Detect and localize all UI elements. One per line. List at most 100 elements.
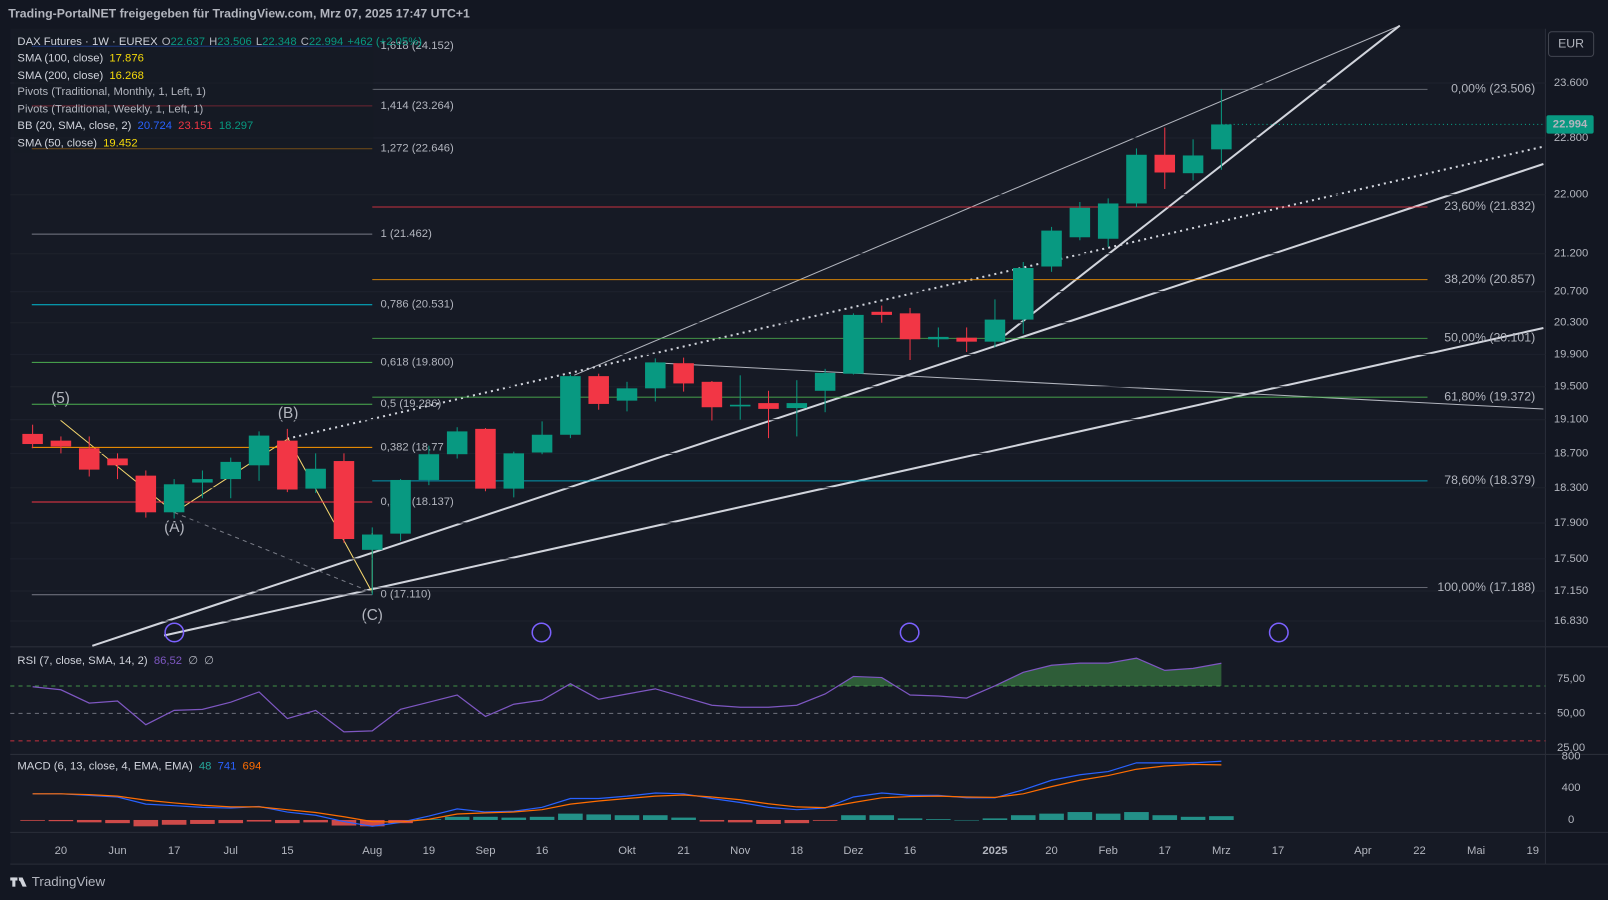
indicator-value: 19.452 [103, 137, 137, 149]
y-tick-label: 20.700 [1554, 286, 1588, 298]
candle-body [248, 435, 270, 466]
x-tick-label: 15 [281, 845, 294, 857]
histogram-bar [529, 816, 555, 820]
histogram-bar [812, 819, 838, 821]
legend-row: BB (20, SMA, close, 2) 20.724 23.151 18.297 [17, 120, 253, 132]
x-tick-label: Mrz [1212, 845, 1231, 857]
x-tick-label: 19 [423, 845, 436, 857]
x-tick-label: Okt [618, 845, 636, 857]
candle-body [899, 313, 921, 340]
histogram-bar [1124, 812, 1149, 820]
histogram-bar [699, 819, 725, 822]
histogram-bar [841, 815, 866, 820]
y-tick-label: 22.000 [1554, 189, 1588, 201]
fib-label: 61,80% (19.372) [1444, 389, 1535, 403]
candle-body [1041, 230, 1062, 267]
macd-line [32, 763, 1222, 823]
indicator-value: 694 [243, 761, 262, 773]
legend-row: SMA (100, close) 17.876 [17, 52, 143, 64]
y-tick-label: 16.830 [1554, 615, 1588, 627]
event-icon[interactable] [164, 622, 185, 643]
event-icon[interactable] [531, 622, 552, 643]
histogram-bar [897, 818, 923, 820]
fib-label: 0,236 (18.137) [380, 496, 454, 508]
x-tick-label: Jul [224, 845, 238, 857]
currency-button[interactable] [1548, 31, 1595, 57]
ohlc-value: 22.994 [309, 36, 343, 48]
legend-row: MACD (6, 13, close, 4, EMA, EMA) 48 741 694 [17, 761, 261, 773]
candle-body [814, 372, 836, 391]
histogram-bar [1152, 815, 1178, 820]
candle-body [446, 431, 468, 455]
candle-body [1211, 124, 1232, 150]
event-icon[interactable] [899, 622, 920, 643]
ohlc-key: H [209, 36, 217, 48]
x-tick-label: Feb [1098, 845, 1117, 857]
fib-label: 78,60% (18.379) [1444, 473, 1535, 487]
currency[interactable]: EUR [1558, 36, 1584, 50]
y-tick-label: 17.500 [1554, 553, 1588, 565]
y-tick-label: 17.900 [1554, 517, 1588, 529]
fib-label: 1,414 (23.264) [380, 100, 454, 112]
indicator-value: 20.724 [138, 120, 172, 132]
candle-body [729, 404, 751, 407]
x-tick-label: Mai [1467, 845, 1485, 857]
candle-body [78, 448, 100, 470]
fib-label: 23,60% (21.832) [1444, 199, 1535, 213]
histogram-bar [303, 819, 328, 823]
histogram-bar [359, 819, 385, 827]
x-tick-label: Sep [475, 845, 495, 857]
histogram-bar [246, 819, 272, 822]
ohlc-value: 22.637 [171, 36, 205, 48]
histogram-bar [784, 819, 810, 824]
histogram-bar [161, 819, 187, 825]
x-tick-label: 20 [55, 845, 68, 857]
histogram-bar [275, 819, 300, 824]
candle-body [22, 433, 43, 445]
y-tick-label: 19.900 [1554, 348, 1588, 360]
fib-label: 50,00% (20.101) [1444, 331, 1535, 345]
legend: DAX Futures · 1W · EUREX O22.637 H23.506 L2… [14, 32, 422, 773]
x-tick-label: Dez [843, 845, 863, 857]
y-tick-label: 18.300 [1554, 482, 1588, 494]
legend-row: RSI (7, close, SMA, 14, 2) 86,52 ∅ ∅ [17, 655, 214, 667]
fib-label: 0,382 (18.77 [380, 441, 443, 453]
candle-body [1154, 154, 1176, 173]
histogram-bar [586, 814, 611, 820]
candle-body [616, 388, 638, 401]
histogram-bar [190, 819, 215, 824]
histogram-bar [869, 815, 895, 820]
logo-part [12, 877, 16, 887]
y-tick-label: 19.100 [1554, 414, 1588, 426]
candle-body [588, 376, 609, 404]
fib-label: 0,618 (19.800) [380, 356, 454, 368]
histogram-bar [473, 816, 498, 820]
x-tick-label: Aug [362, 845, 382, 857]
fib-label: 0 (17.110) [380, 589, 431, 601]
fib-label: 1,618 (24.152) [380, 40, 454, 52]
histogram-bar [331, 819, 357, 826]
indicator-value: 86,52 [154, 655, 182, 667]
histogram-bar [1209, 816, 1234, 820]
candle-body [50, 440, 72, 447]
ohlc-value: 23.506 [217, 36, 251, 48]
indicator-value: 741 [218, 761, 237, 773]
x-tick-label: 19 [1526, 845, 1539, 857]
ohlc-key: C [301, 36, 309, 48]
indicator-name: SMA (200, close) [17, 70, 103, 82]
event-icons[interactable] [164, 622, 1289, 643]
ohlc-key: O [162, 36, 171, 48]
histogram-bar [671, 817, 696, 820]
candle-body [928, 336, 949, 340]
histogram-bar [954, 819, 979, 821]
candle-body [475, 428, 496, 489]
candle-body [758, 403, 779, 409]
y-tick-label: 20.300 [1554, 317, 1588, 329]
rsi-line [32, 657, 1222, 733]
indicator-value: ∅ [204, 655, 214, 667]
event-icon[interactable] [1268, 622, 1289, 643]
indicator-value: 23.151 [178, 120, 212, 132]
y-tick-label: 0 [1568, 814, 1574, 826]
chart-layer: 16.830 17.150 17.500 17.900 18.300 18.700 19.1… [10, 40, 1594, 857]
candle-body [843, 314, 864, 374]
